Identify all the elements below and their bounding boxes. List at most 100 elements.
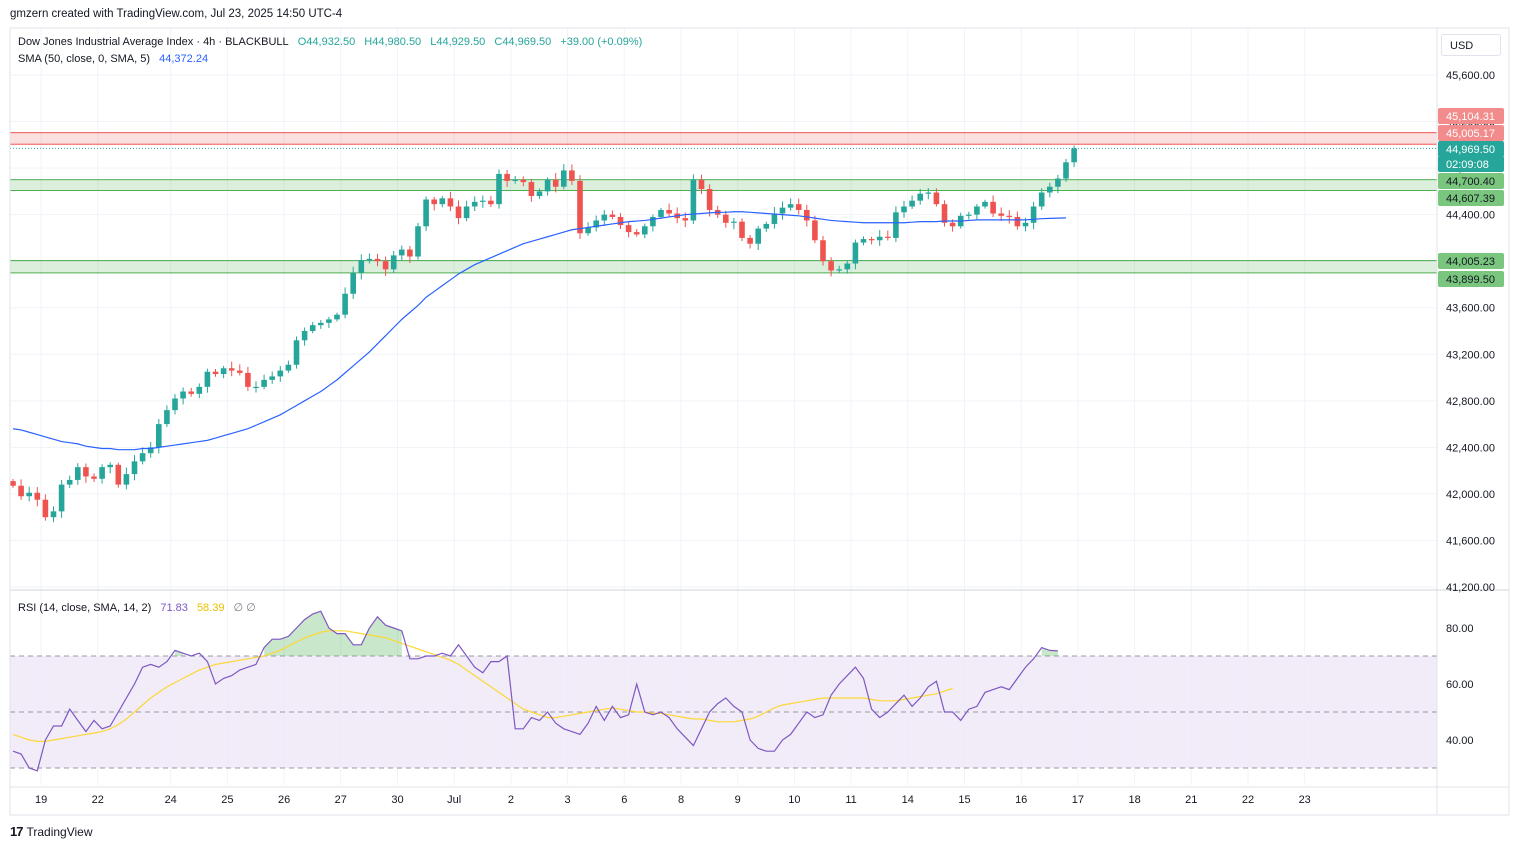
rsi-overbought-fill xyxy=(264,611,402,656)
rsi-legend: RSI (14, close, SMA, 14, 2) 71.83 58.39 … xyxy=(18,601,262,614)
candle-body xyxy=(528,182,535,197)
candle-body xyxy=(666,209,672,214)
candle-body xyxy=(447,198,454,207)
candle-body xyxy=(415,226,421,257)
candle-body xyxy=(795,204,802,210)
candle-body xyxy=(642,226,648,235)
date-tick-label: 3 xyxy=(565,794,571,806)
candle-body xyxy=(617,216,624,226)
date-tick-label: 27 xyxy=(335,794,347,806)
candle-body xyxy=(50,511,57,518)
candle-body xyxy=(334,314,340,320)
currency-selector[interactable]: USD xyxy=(1441,34,1501,56)
price-label-countdown: 02:09:08 xyxy=(1446,159,1489,171)
candle-body xyxy=(318,322,324,326)
candle-body xyxy=(739,221,745,238)
candle-body xyxy=(10,481,16,486)
candle-body xyxy=(196,386,203,394)
candle-body xyxy=(34,492,41,500)
price-tick-label: 41,600.00 xyxy=(1446,535,1495,547)
date-tick-label: 9 xyxy=(735,794,741,806)
candle-body xyxy=(147,447,154,454)
price-label-bg xyxy=(1438,125,1504,141)
candle-body xyxy=(350,272,356,294)
high-value: H44,980.50 xyxy=(364,36,422,48)
candle-body xyxy=(868,239,875,241)
candle-body xyxy=(836,269,842,271)
price-tick-label: 45,600.00 xyxy=(1446,70,1495,82)
price-label-bg xyxy=(1438,173,1504,189)
candle-body xyxy=(91,476,97,479)
candle-body xyxy=(228,368,235,371)
candle-body xyxy=(601,214,608,221)
date-tick-label: 18 xyxy=(1128,794,1140,806)
candle-body xyxy=(277,370,284,377)
candle-body xyxy=(58,484,65,512)
candle-body xyxy=(431,199,437,205)
price-tick-label: 42,800.00 xyxy=(1446,396,1495,408)
candle-body xyxy=(463,206,470,219)
candle-body xyxy=(123,474,130,485)
price-label-zone-green: 44,005.23 xyxy=(1446,256,1495,268)
rsi-sma-polyline xyxy=(12,630,953,743)
candle-body xyxy=(512,179,518,181)
candle-body xyxy=(544,179,551,192)
price-label-bg xyxy=(1438,108,1504,124)
candle-body xyxy=(860,239,867,243)
footer-brand: TradingView xyxy=(26,824,93,839)
support-zone xyxy=(9,179,1438,192)
rsi-lines xyxy=(12,610,1058,772)
candle-body xyxy=(933,192,940,205)
price-label-bg xyxy=(1438,190,1504,206)
candle-body xyxy=(204,371,211,387)
candle-body xyxy=(990,201,996,214)
candle-body xyxy=(172,398,178,411)
candle-body xyxy=(982,201,988,207)
candle-body xyxy=(309,325,316,331)
candle-body xyxy=(245,372,251,387)
candle-body xyxy=(156,424,162,448)
candle-body xyxy=(747,237,753,244)
rsi-tick-label: 80.00 xyxy=(1446,623,1474,635)
candle-body xyxy=(269,376,275,380)
candle-body xyxy=(755,228,761,244)
candle-body xyxy=(771,213,778,224)
date-tick-label: 26 xyxy=(278,794,290,806)
candle-body xyxy=(998,213,1004,216)
axes: 45,600.0045,200.0044,800.0044,400.0044,0… xyxy=(9,27,1510,816)
tradingview-footer[interactable]: 17 TradingView xyxy=(10,824,93,839)
candle-body xyxy=(812,220,818,241)
attribution-text: gmzern created with TradingView.com, Jul… xyxy=(10,8,343,20)
rsi-label[interactable]: RSI (14, close, SMA, 14, 2) xyxy=(18,602,152,614)
date-tick-label: 30 xyxy=(391,794,403,806)
candle-body xyxy=(577,180,583,234)
candle-body xyxy=(439,198,446,205)
price-tick-label: 41,200.00 xyxy=(1446,582,1495,594)
candle-body xyxy=(723,214,729,223)
sma-label[interactable]: SMA (50, close, 0, SMA, 5) xyxy=(18,53,151,65)
sma-value: 44,372.24 xyxy=(159,53,209,65)
candle-body xyxy=(374,258,381,262)
candle-body xyxy=(212,371,219,375)
candle-body xyxy=(852,242,859,264)
candle-body xyxy=(326,319,332,323)
rsi-sma-value: 58.39 xyxy=(196,602,225,614)
candle-body xyxy=(293,340,300,365)
candle-body xyxy=(455,206,462,219)
price-label-zone-green: 44,700.40 xyxy=(1446,176,1495,188)
candle-body xyxy=(261,379,267,387)
sma-legend: SMA (50, close, 0, SMA, 5) 44,372.24 xyxy=(18,53,214,65)
candle-body xyxy=(1006,215,1013,217)
price-label-zone-red: 45,005.17 xyxy=(1446,128,1495,140)
date-tick-label: 10 xyxy=(788,794,800,806)
symbol-name[interactable]: Dow Jones Industrial Average Index · 4h … xyxy=(18,36,289,48)
date-tick-label: 24 xyxy=(165,794,177,806)
price-legend: Dow Jones Industrial Average Index · 4h … xyxy=(18,36,648,48)
rsi-value: 71.83 xyxy=(160,602,188,614)
candle-body xyxy=(471,201,478,207)
candle-body xyxy=(1038,192,1045,207)
date-tick-label: 22 xyxy=(92,794,104,806)
price-tick-label: 43,200.00 xyxy=(1446,349,1495,361)
rsi-band xyxy=(10,655,1437,769)
